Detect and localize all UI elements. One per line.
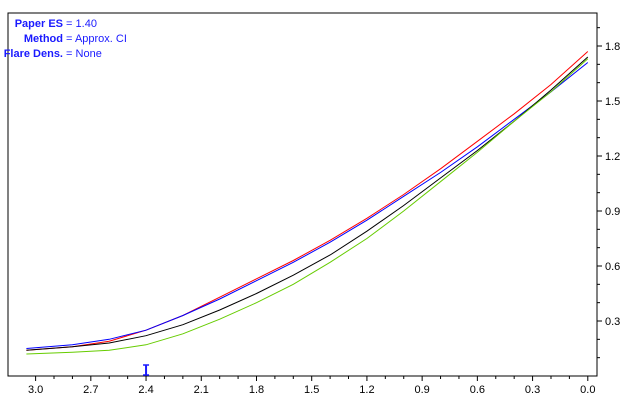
series-line-2 [26, 62, 589, 349]
x-tick-label: 0.6 [470, 384, 485, 396]
y-tick-label: 1.8 [605, 41, 620, 53]
y-tick-label: 1.2 [605, 151, 620, 163]
info-sep-flare-dens: = [63, 48, 76, 60]
info-box: Paper ES = 1.40 Method = Approx. CI Flar… [4, 18, 127, 60]
y-tick-label: 0.9 [605, 206, 620, 218]
x-axis: 3.0 2.7 2.4 2.1 1.8 1.5 1.2 0.9 0.6 0.3 0.0 [28, 376, 595, 396]
x-tick-label: 0.9 [414, 384, 429, 396]
y-axis: 0.3 0.6 0.9 1.2 1.5 1.8 [597, 27, 620, 359]
info-row-method: Method = Approx. CI [24, 33, 127, 45]
x-tick-label: 2.7 [83, 384, 98, 396]
series-line-1 [26, 51, 589, 351]
info-sep-paper-es: = [63, 18, 76, 30]
series-line-4 [26, 58, 589, 355]
info-value-flare-dens: None [76, 48, 102, 60]
y-tick-label: 0.6 [605, 261, 620, 273]
x-tick-label: 0.0 [580, 384, 595, 396]
series-line-3 [26, 56, 589, 351]
x-tick-label: 2.1 [194, 384, 209, 396]
x-position-marker[interactable] [143, 364, 150, 376]
x-tick-label: 3.0 [28, 384, 43, 396]
x-tick-label: 1.8 [249, 384, 264, 396]
x-tick-label: 2.4 [138, 384, 153, 396]
info-value-paper-es: 1.40 [76, 18, 97, 30]
info-key-method: Method [24, 33, 63, 45]
info-key-paper-es: Paper ES [15, 18, 63, 30]
info-key-flare-dens: Flare Dens. [4, 48, 63, 60]
y-tick-label: 0.3 [605, 316, 620, 328]
info-value-method: Approx. CI [75, 33, 127, 45]
x-tick-label: 0.3 [525, 384, 540, 396]
x-tick-label: 1.5 [304, 384, 319, 396]
x-tick-label: 1.2 [359, 384, 374, 396]
plot-frame [7, 12, 598, 377]
y-tick-label: 1.5 [605, 96, 620, 108]
info-row-flare-dens: Flare Dens. = None [4, 48, 102, 60]
info-row-paper-es: Paper ES = 1.40 [15, 18, 97, 30]
info-sep-method: = [63, 33, 75, 45]
series-layer [26, 51, 589, 355]
